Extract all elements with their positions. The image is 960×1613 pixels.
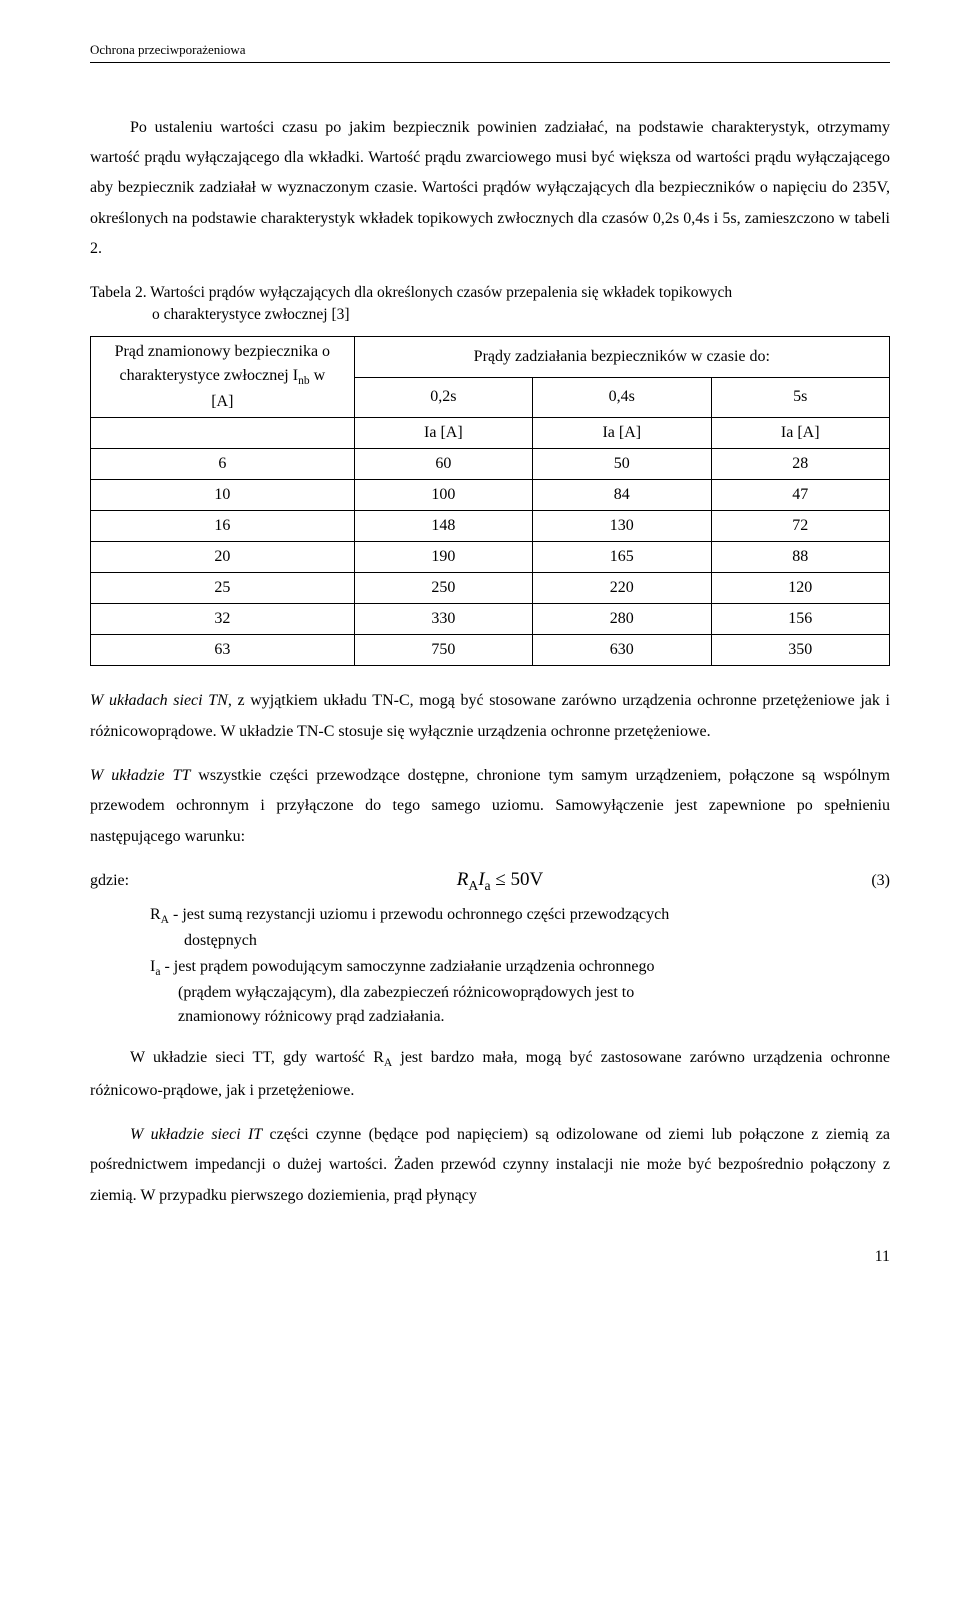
paragraph-1: Po ustaleniu wartości czasu po jakim bez…	[90, 113, 890, 265]
paragraph-2: W układach sieci TN, z wyjątkiem układu …	[90, 686, 890, 747]
table-row: 6 60 50 28	[91, 449, 890, 480]
def-ia-text: - jest prądem powodującym samoczynne zad…	[160, 958, 654, 975]
def-ra-text: - jest sumą rezystancji uziomu i przewod…	[169, 906, 669, 923]
col-t2: 0,4s	[533, 377, 711, 418]
table-row: 16 148 130 72	[91, 511, 890, 542]
cell: 100	[354, 480, 532, 511]
cell: 250	[354, 573, 532, 604]
cell: 16	[91, 511, 355, 542]
table-caption-line1: Tabela 2. Wartości prądów wyłączających …	[90, 284, 732, 301]
col-head-left: Prąd znamionowy bezpiecznika o charakter…	[91, 336, 355, 417]
def-ra-sym: R	[150, 906, 161, 923]
cell: 63	[91, 635, 355, 666]
def-ra-cont: dostępnych	[150, 929, 890, 953]
unit-1: Ia [A]	[354, 418, 532, 449]
cell: 148	[354, 511, 532, 542]
paragraph-4-pre: W układzie sieci TT, gdy wartość R	[130, 1049, 384, 1066]
col-head-right: Prądy zadziałania bezpieczników w czasie…	[354, 336, 889, 377]
table-row: 32 330 280 156	[91, 604, 890, 635]
gdzie-label: gdzie:	[90, 869, 150, 893]
cell: 32	[91, 604, 355, 635]
cell: 165	[533, 542, 711, 573]
cell: 120	[711, 573, 890, 604]
cell: 25	[91, 573, 355, 604]
cell: 6	[91, 449, 355, 480]
table-row: 10 100 84 47	[91, 480, 890, 511]
paragraph-4: W układzie sieci TT, gdy wartość RA jest…	[90, 1043, 890, 1105]
page-number: 11	[90, 1245, 890, 1269]
table-caption: Tabela 2. Wartości prądów wyłączających …	[90, 282, 890, 325]
fuse-current-table: Prąd znamionowy bezpiecznika o charakter…	[90, 336, 890, 666]
equation-number: (3)	[850, 869, 890, 893]
unit-2: Ia [A]	[533, 418, 711, 449]
unit-blank	[91, 418, 355, 449]
cell: 220	[533, 573, 711, 604]
col-head-left-l2b: w	[310, 367, 326, 384]
cell: 88	[711, 542, 890, 573]
unit-3: Ia [A]	[711, 418, 890, 449]
cell: 750	[354, 635, 532, 666]
paragraph-3: W układzie TT wszystkie części przewodzą…	[90, 761, 890, 852]
eq-op: ≤ 50	[491, 869, 530, 890]
cell: 28	[711, 449, 890, 480]
cell: 84	[533, 480, 711, 511]
cell: 156	[711, 604, 890, 635]
paragraph-3-rest: wszystkie części przewodzące dostępne, c…	[90, 767, 890, 845]
col-t3: 5s	[711, 377, 890, 418]
eq-R: R	[457, 869, 469, 890]
cell: 20	[91, 542, 355, 573]
cell: 330	[354, 604, 532, 635]
cell: 10	[91, 480, 355, 511]
table-caption-line2: o charakterystyce zwłocznej [3]	[90, 304, 890, 326]
col-t1: 0,2s	[354, 377, 532, 418]
paragraph-5-lead: W układzie sieci IT	[130, 1126, 262, 1143]
equation: RAIa ≤ 50V	[150, 866, 850, 896]
paragraph-1-text: Po ustaleniu wartości czasu po jakim bez…	[90, 119, 890, 258]
cell: 130	[533, 511, 711, 542]
def-ia: Ia - jest prądem powodującym samoczynne …	[150, 955, 890, 1029]
definitions: RA - jest sumą rezystancji uziomu i prze…	[150, 903, 890, 1030]
col-head-left-l2: charakterystyce zwłocznej I	[120, 367, 299, 384]
col-head-left-l3: [A]	[211, 393, 233, 410]
def-ra: RA - jest sumą rezystancji uziomu i prze…	[150, 903, 890, 953]
cell: 190	[354, 542, 532, 573]
eq-sub-A: A	[468, 878, 478, 893]
eq-unit: V	[530, 869, 544, 890]
formula-row: gdzie: RAIa ≤ 50V (3)	[90, 866, 890, 896]
cell: 60	[354, 449, 532, 480]
paragraph-2-lead: W układach sieci TN	[90, 692, 228, 709]
cell: 50	[533, 449, 711, 480]
cell: 630	[533, 635, 711, 666]
paragraph-4-sub: A	[384, 1058, 392, 1070]
cell: 350	[711, 635, 890, 666]
def-ia-cont2: znamionowy różnicowy prąd zadziałania.	[150, 1005, 890, 1029]
cell: 280	[533, 604, 711, 635]
col-head-left-sub: nb	[298, 375, 310, 387]
table-row: 25 250 220 120	[91, 573, 890, 604]
paragraph-3-lead: W układzie TT	[90, 767, 190, 784]
def-ia-cont1: (prądem wyłączającym), dla zabezpieczeń …	[150, 981, 890, 1005]
cell: 72	[711, 511, 890, 542]
table-row: 20 190 165 88	[91, 542, 890, 573]
cell: 47	[711, 480, 890, 511]
col-head-left-l1: Prąd znamionowy bezpiecznika o	[115, 343, 330, 360]
def-ra-sub: A	[161, 914, 169, 926]
paragraph-5: W układzie sieci IT części czynne (będąc…	[90, 1120, 890, 1211]
table-row: 63 750 630 350	[91, 635, 890, 666]
page-header: Ochrona przeciwporażeniowa	[90, 40, 890, 63]
